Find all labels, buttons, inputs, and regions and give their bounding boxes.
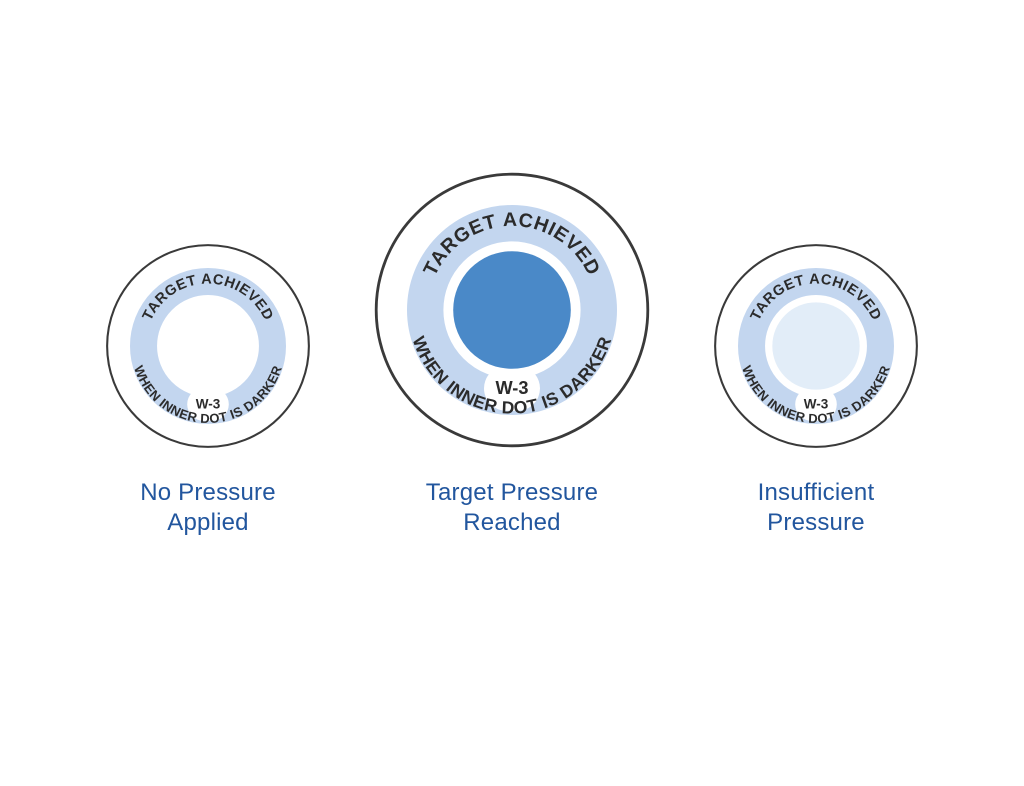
gauge-caption: Target Pressure Reached	[426, 478, 598, 538]
gauge-graphic: TARGET ACHIEVED WHEN INNER DOT IS DARKER…	[712, 242, 920, 450]
gauge-item-target-pressure: TARGET ACHIEVED WHEN INNER DOT IS DARKER…	[372, 170, 652, 538]
gauge-item-no-pressure: TARGET ACHIEVED WHEN INNER DOT IS DARKER…	[104, 242, 312, 538]
svg-text:W-3: W-3	[496, 378, 529, 398]
gauge-row: TARGET ACHIEVED WHEN INNER DOT IS DARKER…	[0, 170, 1024, 538]
gauge-graphic: TARGET ACHIEVED WHEN INNER DOT IS DARKER…	[372, 170, 652, 450]
svg-text:W-3: W-3	[804, 396, 829, 411]
gauge-item-insufficient-pressure: TARGET ACHIEVED WHEN INNER DOT IS DARKER…	[712, 242, 920, 538]
pressure-gauge-icon: TARGET ACHIEVED WHEN INNER DOT IS DARKER…	[104, 242, 312, 450]
gauge-caption: Insufficient Pressure	[758, 478, 875, 538]
svg-text:W-3: W-3	[196, 396, 221, 411]
pressure-gauge-icon: TARGET ACHIEVED WHEN INNER DOT IS DARKER…	[712, 242, 920, 450]
pressure-gauge-icon: TARGET ACHIEVED WHEN INNER DOT IS DARKER…	[372, 170, 652, 450]
gauge-caption: No Pressure Applied	[140, 478, 276, 538]
diagram-stage: TARGET ACHIEVED WHEN INNER DOT IS DARKER…	[0, 0, 1024, 786]
gauge-graphic: TARGET ACHIEVED WHEN INNER DOT IS DARKER…	[104, 242, 312, 450]
